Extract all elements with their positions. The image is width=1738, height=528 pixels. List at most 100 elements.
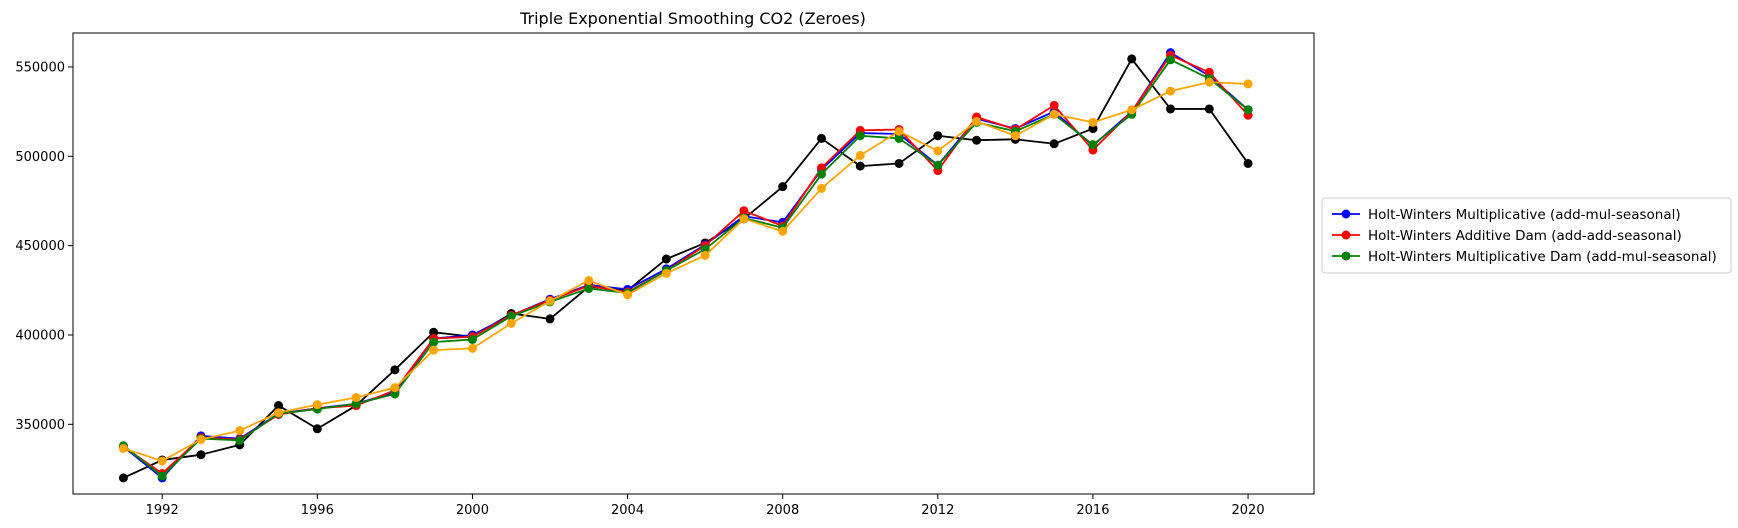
data-point <box>196 450 206 460</box>
legend-swatch-marker <box>1341 230 1351 240</box>
data-point <box>118 443 128 453</box>
data-point <box>816 183 826 193</box>
x-tick-label: 2012 <box>921 503 954 518</box>
data-point <box>429 345 439 355</box>
data-point <box>235 435 245 445</box>
x-tick-label: 2004 <box>611 503 644 518</box>
data-point <box>390 383 400 393</box>
data-point <box>816 169 826 179</box>
legend-swatch-marker <box>1341 251 1351 261</box>
legend: Holt-Winters Multiplicative (add-mul-sea… <box>1321 197 1732 274</box>
x-tick-label: 2016 <box>1076 503 1109 518</box>
data-point <box>778 182 788 192</box>
x-tick-label: 1996 <box>301 503 334 518</box>
series-line <box>123 58 1249 479</box>
series-group <box>118 48 1253 483</box>
data-point <box>274 401 284 411</box>
data-point <box>1243 79 1253 89</box>
data-point <box>584 284 594 294</box>
data-point <box>1204 77 1214 87</box>
x-tick-label: 2020 <box>1232 503 1265 518</box>
data-point <box>467 343 477 353</box>
data-point <box>855 150 865 160</box>
data-point <box>235 426 245 436</box>
data-point <box>894 158 904 168</box>
data-point <box>351 393 361 403</box>
legend-label: Holt-Winters Multiplicative (add-mul-sea… <box>1368 207 1681 223</box>
data-point <box>274 408 284 418</box>
data-point <box>390 389 400 399</box>
series-5 <box>118 77 1253 466</box>
legend-label: Holt-Winters Additive Dam (add-add-seaso… <box>1368 228 1682 244</box>
data-point <box>1127 54 1137 64</box>
data-point <box>1166 55 1176 65</box>
plot-frame <box>72 32 1315 495</box>
legend-swatch-marker <box>1341 209 1351 219</box>
data-point <box>972 135 982 145</box>
data-point <box>972 116 982 126</box>
y-tick-label: 350000 <box>15 418 65 433</box>
data-point <box>894 126 904 136</box>
data-point <box>1127 105 1137 115</box>
data-point <box>855 161 865 171</box>
series-line <box>122 58 1249 478</box>
data-point <box>1088 140 1098 150</box>
data-point <box>894 133 904 143</box>
data-point <box>1166 86 1176 96</box>
data-point <box>739 214 749 224</box>
data-point <box>661 268 671 278</box>
data-point <box>1204 67 1214 77</box>
data-point <box>933 131 943 141</box>
data-point <box>855 131 865 141</box>
legend-frame <box>1321 197 1732 274</box>
data-point <box>545 314 555 324</box>
data-point <box>312 424 322 434</box>
y-tick-label: 450000 <box>15 239 65 254</box>
series-line <box>123 81 1249 462</box>
data-point <box>1088 124 1098 134</box>
x-tick-label: 2008 <box>766 503 799 518</box>
data-point <box>1049 100 1059 110</box>
data-point <box>1088 117 1098 127</box>
data-point <box>700 244 710 254</box>
data-point <box>506 311 516 321</box>
data-point <box>506 318 516 328</box>
data-point <box>1010 131 1020 141</box>
data-point <box>196 435 206 444</box>
y-tick-label: 500000 <box>15 150 65 165</box>
data-point <box>467 334 477 344</box>
data-point <box>700 250 710 260</box>
data-point <box>778 226 788 236</box>
data-point <box>312 400 322 410</box>
data-point <box>429 337 439 347</box>
data-point <box>584 275 594 285</box>
data-point <box>933 160 943 170</box>
data-point <box>390 365 400 375</box>
data-point <box>429 327 439 337</box>
data-point <box>739 206 749 216</box>
data-point <box>118 473 128 483</box>
data-point <box>661 254 671 264</box>
chart-title: Triple Exponential Smoothing CO2 (Zeroes… <box>519 9 866 28</box>
data-point <box>1243 158 1253 168</box>
data-point <box>1166 104 1176 114</box>
data-point <box>157 456 167 466</box>
data-point <box>1049 109 1059 119</box>
data-point <box>933 146 943 156</box>
data-point <box>1243 105 1253 115</box>
data-point <box>1204 104 1214 114</box>
legend-label: Holt-Winters Multiplicative Dam (add-mul… <box>1368 249 1717 265</box>
y-tick-label: 400000 <box>15 328 65 343</box>
data-point <box>623 290 633 300</box>
x-tick-label: 1992 <box>146 503 179 518</box>
data-point <box>1049 139 1059 149</box>
data-point <box>545 296 555 306</box>
x-tick-label: 2000 <box>456 503 489 518</box>
y-tick-label: 550000 <box>15 60 65 75</box>
data-point <box>816 163 826 173</box>
data-point <box>816 133 826 143</box>
data-point <box>157 471 167 481</box>
data-point <box>351 399 361 409</box>
axes: 1992 1996 2000 2004 2008 2012 2016 2020 350000 40… <box>15 60 1264 518</box>
